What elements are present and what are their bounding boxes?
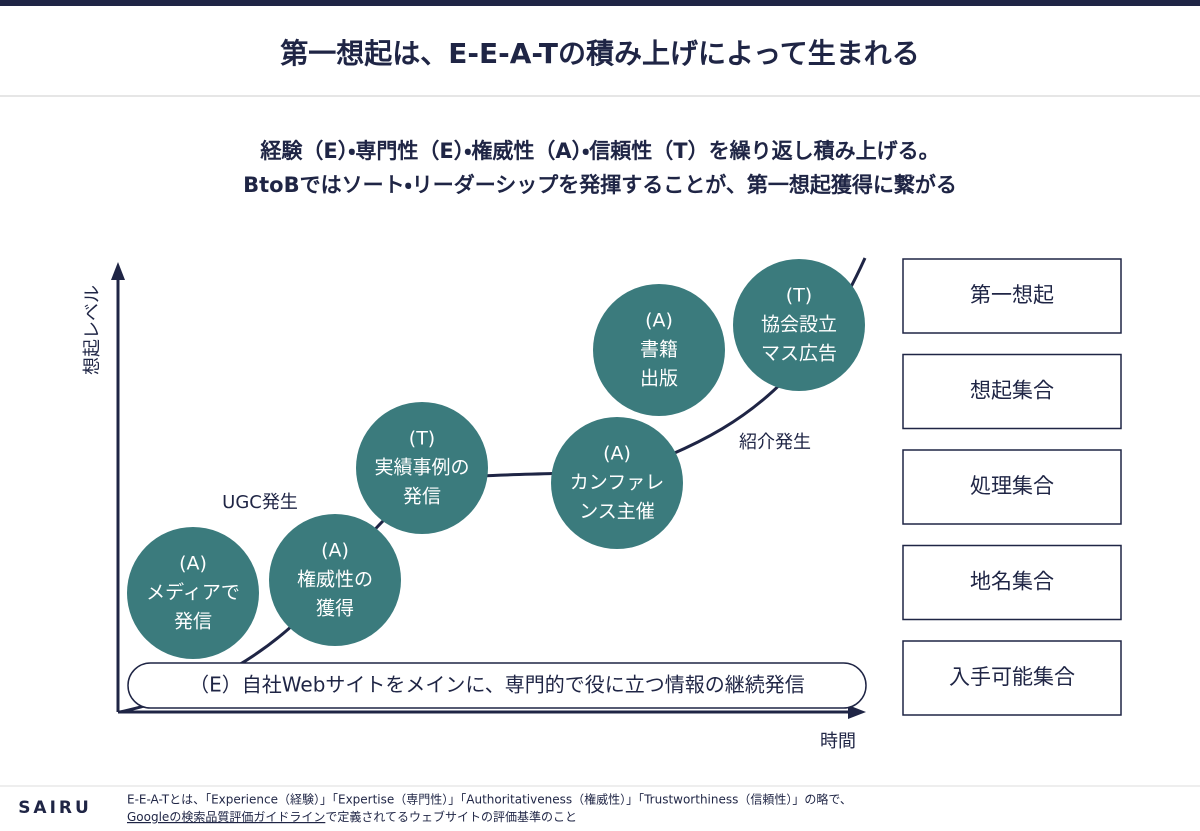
node-circle xyxy=(127,527,259,659)
level-box xyxy=(902,449,1122,525)
nodes: (A)メディアで発信(A)権威性の獲得(T)実績事例の発信(A)カンファレンス主… xyxy=(127,259,865,659)
level-box xyxy=(902,353,1122,430)
node-label: 書籍 xyxy=(640,339,678,361)
node-label: (A) xyxy=(603,443,631,465)
brand: SAIRU xyxy=(18,798,92,818)
level-box xyxy=(902,640,1122,716)
base-pill xyxy=(127,662,867,709)
y-axis-label: 想起レベル xyxy=(82,285,103,375)
footnote: E-E-A-Tとは、「Experience（経験）」「Expertise（専門性… xyxy=(127,792,852,807)
node-label: (A) xyxy=(645,310,673,332)
node-label: (T) xyxy=(409,428,435,450)
node-label: 獲得 xyxy=(316,598,354,620)
node-label: 権威性の xyxy=(297,569,373,591)
level-label: 処理集合 xyxy=(970,474,1054,498)
node-label: (A) xyxy=(179,553,207,575)
axes xyxy=(111,262,866,719)
node-label: (T) xyxy=(786,285,812,307)
node-label: 協会設立 xyxy=(761,314,837,336)
node-label: メディアで xyxy=(146,582,240,604)
subtitle: 経験（E）・専門性（E）・権威性（A）・信頼性（T）を繰り返し積み上げる。 xyxy=(259,139,939,163)
node-circle xyxy=(733,259,865,391)
base-text: （E）自社Webサイトをメインに、専門的で役に立つ情報の継続発信 xyxy=(189,673,805,697)
annotation: UGC発生 xyxy=(222,492,298,513)
node-label: ンス主催 xyxy=(579,501,655,523)
node-label: 発信 xyxy=(174,611,212,633)
level-box xyxy=(902,544,1122,621)
footnote: で定義されてるウェブサイトの評価基準のこと xyxy=(325,809,577,824)
level-label: 第一想起 xyxy=(970,283,1054,307)
node-label: 出版 xyxy=(640,368,678,390)
level-label: 想起集合 xyxy=(970,379,1054,403)
subtitle: BtoBではソート・リーダーシップを発揮することが、第一想起獲得に繋がる xyxy=(243,173,957,197)
level-label: 地名集合 xyxy=(970,570,1054,594)
node-label: (A) xyxy=(321,540,349,562)
annotation: 紹介発生 xyxy=(739,432,811,453)
level-label: 入手可能集合 xyxy=(949,665,1075,689)
level-box xyxy=(902,258,1122,334)
node-label: マス広告 xyxy=(761,343,837,365)
title: 第一想起は、E-E-A-Tの積み上げによって生まれる xyxy=(280,37,920,70)
footnote: Googleの検索品質評価ガイドラインで定義されてるウェブサイトの評価基準のこと xyxy=(127,809,577,824)
node-circle xyxy=(356,402,488,534)
node-circle xyxy=(593,284,725,416)
node-label: 発信 xyxy=(403,486,441,508)
footnote-link[interactable]: Googleの検索品質評価ガイドライン xyxy=(127,809,325,824)
x-axis-label: 時間 xyxy=(820,731,856,752)
node-circle xyxy=(269,514,401,646)
node-circle xyxy=(551,417,683,549)
node-label: 実績事例の xyxy=(374,457,469,479)
node-label: カンファレ xyxy=(570,472,664,494)
top-bar xyxy=(0,0,1200,6)
